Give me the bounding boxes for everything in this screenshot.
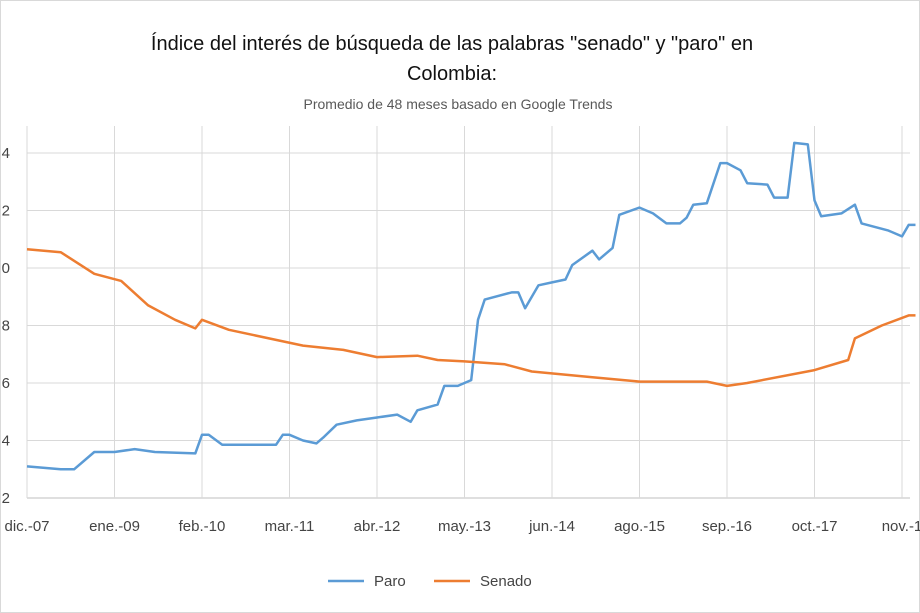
x-tick-label: jun.-14	[528, 518, 575, 535]
chart-subtitle: Promedio de 48 meses basado en Google Tr…	[304, 96, 613, 112]
y-tick-label: 0	[2, 260, 10, 277]
x-tick-label: sep.-16	[702, 518, 752, 535]
x-tick-label: abr.-12	[354, 518, 401, 535]
chart-title-line1: Índice del interés de búsqueda de las pa…	[151, 32, 753, 55]
legend-label-senado: Senado	[480, 573, 532, 590]
x-tick-label: feb.-10	[179, 518, 226, 535]
y-tick-label: 4	[2, 145, 10, 162]
x-tick-label: oct.-17	[792, 518, 838, 535]
x-tick-label: mar.-11	[265, 518, 315, 535]
y-tick-label: 8	[2, 318, 10, 335]
x-tick-label: nov.-1	[882, 518, 920, 535]
series-line-senado	[26, 248, 916, 388]
x-tick-label: ago.-15	[614, 518, 665, 535]
series-line-paro	[26, 141, 916, 471]
x-tick-label: dic.-07	[4, 518, 49, 535]
x-tick-label: may.-13	[438, 518, 491, 535]
y-tick-label: 4	[2, 433, 10, 450]
chart-title-line2: Colombia:	[407, 63, 497, 85]
legend-label-paro: Paro	[374, 573, 406, 590]
y-tick-label: 6	[2, 375, 10, 392]
x-tick-label: ene.-09	[89, 518, 140, 535]
y-tick-label: 2	[2, 203, 10, 220]
y-tick-label: 2	[2, 490, 10, 507]
